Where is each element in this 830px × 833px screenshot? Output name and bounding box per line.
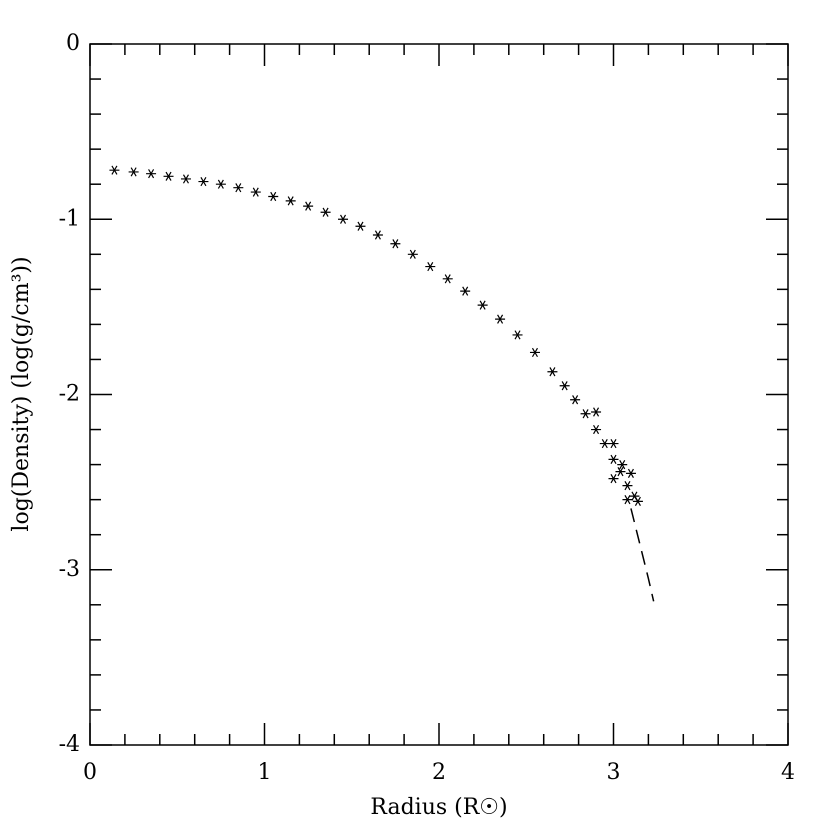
scatter-point bbox=[250, 187, 261, 197]
y-tick-label: -2 bbox=[59, 382, 80, 407]
x-tick-label: 2 bbox=[432, 760, 446, 785]
scatter-point bbox=[559, 381, 570, 391]
scatter-point bbox=[355, 221, 366, 231]
y-tick-label: -4 bbox=[59, 732, 80, 757]
y-axis-label: log(Density) (log(g/cm³)) bbox=[9, 256, 34, 531]
x-tick-label: 3 bbox=[607, 760, 621, 785]
x-axis-label: Radius (R☉) bbox=[370, 795, 507, 820]
scatter-point bbox=[608, 454, 619, 464]
scatter-point bbox=[233, 183, 244, 193]
scatter-point bbox=[622, 481, 633, 491]
scatter-point bbox=[599, 438, 610, 449]
scatter-point bbox=[285, 196, 296, 206]
scatter-point bbox=[303, 201, 314, 211]
scatter-point bbox=[632, 496, 643, 507]
scatter-point bbox=[477, 300, 488, 310]
scatter-point bbox=[512, 330, 523, 340]
scatter-point bbox=[608, 438, 619, 449]
y-tick-label: 0 bbox=[66, 31, 80, 56]
scatter-point bbox=[625, 468, 636, 478]
x-tick-label: 4 bbox=[781, 760, 795, 785]
scatter-point bbox=[180, 174, 191, 184]
y-tick-label: -1 bbox=[59, 206, 80, 231]
scatter-point bbox=[622, 495, 633, 505]
scatter-point bbox=[617, 459, 628, 470]
scatter-point bbox=[163, 171, 174, 181]
y-tick-label: -3 bbox=[59, 557, 80, 582]
scatter-point bbox=[591, 407, 602, 417]
scatter-point bbox=[268, 191, 279, 202]
x-tick-label: 1 bbox=[258, 760, 272, 785]
scatter-point bbox=[591, 424, 602, 435]
scatter-point bbox=[570, 395, 581, 405]
scatter-point bbox=[320, 207, 331, 217]
scatter-point bbox=[580, 409, 591, 419]
plot-frame bbox=[89, 43, 789, 746]
scatter-point bbox=[372, 230, 383, 240]
scatter-point bbox=[529, 347, 540, 358]
scatter-point bbox=[146, 169, 157, 179]
scatter-point bbox=[547, 367, 558, 377]
scatter-point bbox=[215, 179, 226, 189]
scatter-point bbox=[390, 239, 401, 249]
scatter-point bbox=[460, 286, 471, 296]
dashed-curve bbox=[630, 508, 655, 602]
scatter-point bbox=[608, 474, 619, 484]
scatter-point bbox=[615, 467, 626, 477]
scatter-point bbox=[407, 249, 418, 259]
x-tick-label: 0 bbox=[83, 760, 97, 785]
scatter-point bbox=[442, 274, 453, 284]
scatter-point bbox=[338, 214, 349, 224]
scatter-point bbox=[495, 314, 506, 324]
scatter-point bbox=[198, 176, 209, 187]
scatter-point bbox=[425, 261, 436, 272]
scatter-point bbox=[109, 165, 120, 175]
scatter-point bbox=[128, 167, 139, 177]
